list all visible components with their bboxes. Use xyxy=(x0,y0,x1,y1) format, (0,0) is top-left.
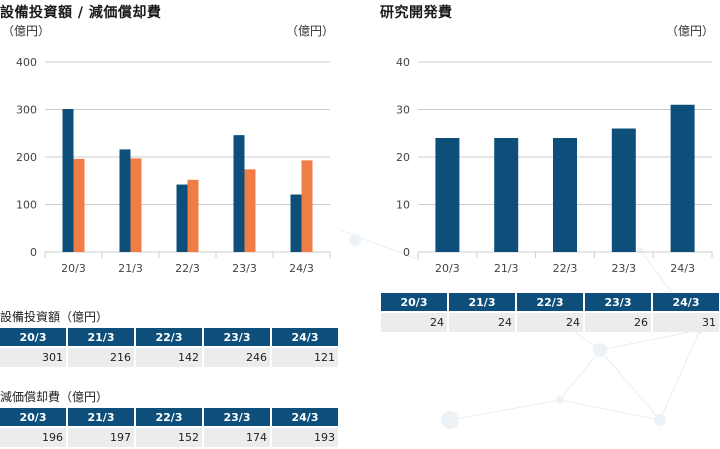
rd-value-cell: 26 xyxy=(585,313,651,332)
depreciation-header-cell: 20/3 xyxy=(0,408,66,428)
capex-value-cell: 301 xyxy=(0,348,66,367)
capex-bar xyxy=(301,160,313,252)
capex-table-value-row: 301 216 142 246 121 xyxy=(0,348,338,367)
capex-table: 20/3 21/3 22/3 23/3 24/3 301 216 142 246… xyxy=(0,328,340,367)
depreciation-value-cell: 197 xyxy=(68,428,134,447)
depreciation-table-value-row: 196 197 152 174 193 xyxy=(0,428,338,447)
capex-bar xyxy=(290,194,302,252)
rd-y-tick-label: 10 xyxy=(396,199,410,212)
capex-bar xyxy=(187,179,199,252)
capex-y-tick-label: 300 xyxy=(16,104,37,117)
rd-x-tick-label: 23/3 xyxy=(611,262,636,275)
depreciation-header-cell: 22/3 xyxy=(136,408,202,428)
rd-expense-chart: 0 10 20 30 40 20/3 21/3 22/3 23/3 24/3 xyxy=(396,56,713,275)
rd-value-cell: 24 xyxy=(517,313,583,332)
depreciation-table: 20/3 21/3 22/3 23/3 24/3 196 197 152 174… xyxy=(0,408,340,447)
rd-expense-title: 研究開発費 xyxy=(380,5,453,21)
capex-table-header-row: 20/3 21/3 22/3 23/3 24/3 xyxy=(0,328,338,348)
rd-y-tick-label: 20 xyxy=(396,151,410,164)
capex-header-cell: 20/3 xyxy=(0,328,66,348)
rd-header-cell: 23/3 xyxy=(585,293,651,313)
depreciation-header-cell: 23/3 xyxy=(204,408,270,428)
capex-y-tick-label: 100 xyxy=(16,199,37,212)
rd-table-value-row: 24 24 24 26 31 xyxy=(381,313,719,332)
rd-x-tick-label: 20/3 xyxy=(435,262,460,275)
capex-bar xyxy=(130,158,142,252)
depreciation-value-cell: 174 xyxy=(204,428,270,447)
capex-value-cell: 121 xyxy=(272,348,338,367)
capex-value-cell: 246 xyxy=(204,348,270,367)
capex-bar xyxy=(176,184,188,252)
depreciation-table-caption: 減価償却費（億円） xyxy=(0,390,109,404)
capex-table-caption: 設備投資額（億円） xyxy=(0,310,109,324)
rd-y-tick-label: 40 xyxy=(396,56,410,69)
rd-table: 20/3 21/3 22/3 23/3 24/3 24 24 24 26 31 xyxy=(379,293,720,332)
rd-bar xyxy=(435,138,460,252)
capex-bar xyxy=(73,158,85,252)
capex-header-cell: 21/3 xyxy=(68,328,134,348)
depreciation-value-cell: 152 xyxy=(136,428,202,447)
rd-value-cell: 31 xyxy=(653,313,719,332)
rd-header-cell: 22/3 xyxy=(517,293,583,313)
capex-header-cell: 22/3 xyxy=(136,328,202,348)
capex-x-tick-label: 20/3 xyxy=(61,262,86,275)
capex-header-cell: 24/3 xyxy=(272,328,338,348)
rd-table-header-row: 20/3 21/3 22/3 23/3 24/3 xyxy=(381,293,719,313)
depreciation-table-header-row: 20/3 21/3 22/3 23/3 24/3 xyxy=(0,408,338,428)
rd-x-tick-label: 24/3 xyxy=(670,262,695,275)
rd-header-cell: 24/3 xyxy=(653,293,719,313)
rd-bar xyxy=(494,138,519,252)
capex-y-tick-label: 400 xyxy=(16,56,37,69)
capex-bar xyxy=(244,169,256,252)
capex-value-cell: 216 xyxy=(68,348,134,367)
rd-x-tick-label: 22/3 xyxy=(553,262,578,275)
capex-y-tick-label: 200 xyxy=(16,151,37,164)
capex-bar xyxy=(62,109,74,253)
rd-header-cell: 20/3 xyxy=(381,293,447,313)
depreciation-header-cell: 21/3 xyxy=(68,408,134,428)
rd-x-tick-label: 21/3 xyxy=(494,262,519,275)
left-y-unit-right: （億円） xyxy=(286,24,335,38)
rd-y-tick-label: 30 xyxy=(396,104,410,117)
capex-x-tick-label: 21/3 xyxy=(118,262,143,275)
depreciation-header-cell: 24/3 xyxy=(272,408,338,428)
depreciation-value-cell: 193 xyxy=(272,428,338,447)
rd-y-tick-label: 0 xyxy=(403,246,410,259)
capex-x-tick-label: 24/3 xyxy=(289,262,314,275)
capex-x-tick-label: 22/3 xyxy=(175,262,200,275)
rd-value-cell: 24 xyxy=(381,313,447,332)
capex-x-tick-label: 23/3 xyxy=(232,262,257,275)
rd-bar xyxy=(553,138,577,252)
capex-bar xyxy=(233,135,245,252)
capex-bar xyxy=(119,149,131,252)
capex-value-cell: 142 xyxy=(136,348,202,367)
rd-bar xyxy=(670,104,695,252)
capex-depreciation-title: 設備投資額 / 減価償却費 xyxy=(0,5,162,21)
capex-header-cell: 23/3 xyxy=(204,328,270,348)
right-y-unit: （億円） xyxy=(666,24,715,38)
depreciation-value-cell: 196 xyxy=(0,428,66,447)
capex-y-tick-label: 0 xyxy=(30,246,37,259)
left-y-unit: （億円） xyxy=(2,24,51,38)
rd-header-cell: 21/3 xyxy=(449,293,515,313)
capex-depreciation-chart: 0 100 200 300 400 20/3 21/3 22/3 23/3 24/3 xyxy=(16,56,331,275)
rd-value-cell: 24 xyxy=(449,313,515,332)
rd-bar xyxy=(611,128,636,252)
